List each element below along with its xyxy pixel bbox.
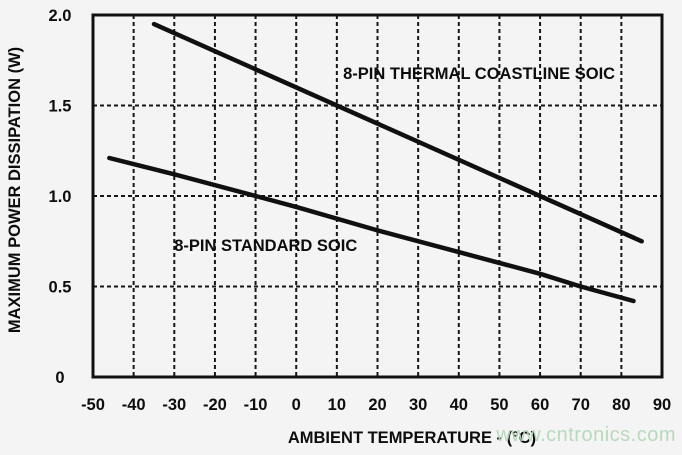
x-tick-label: -50 — [81, 396, 105, 414]
x-tick-label: 90 — [653, 396, 671, 414]
x-tick-label: 50 — [490, 396, 508, 414]
watermark: www.cntronics.com — [496, 424, 676, 446]
x-tick-label: 80 — [612, 396, 630, 414]
x-axis-title: AMBIENT TEMPERATURE - (°C) — [288, 429, 536, 447]
series-label: 8-PIN STANDARD SOIC — [174, 237, 357, 255]
x-tick-label: 0 — [292, 396, 301, 414]
x-tick-label: -30 — [162, 396, 186, 414]
y-axis-title: MAXIMUM POWER DISSIPATION (W) — [6, 47, 24, 333]
y-tick-label: 0.5 — [49, 279, 72, 297]
x-tick-label: -20 — [203, 396, 227, 414]
y-tick-label: 0 — [55, 369, 64, 387]
series-line — [107, 155, 636, 304]
x-tick-label: 70 — [572, 396, 590, 414]
series-label: 8-PIN THERMAL COASTLINE SOIC — [343, 65, 615, 83]
x-tick-label: 10 — [328, 396, 346, 414]
plot-border — [91, 13, 664, 379]
x-tick-label: 40 — [450, 396, 468, 414]
x-tick-label: 20 — [368, 396, 386, 414]
y-tick-label: 1.5 — [49, 98, 72, 116]
x-tick-label: -10 — [244, 396, 268, 414]
x-tick-label: 60 — [531, 396, 549, 414]
x-tick-label: -40 — [122, 396, 146, 414]
y-tick-label: 1.0 — [49, 188, 72, 206]
x-tick-label: 30 — [409, 396, 427, 414]
y-tick-label: 2.0 — [49, 7, 72, 25]
series-line — [151, 21, 644, 244]
